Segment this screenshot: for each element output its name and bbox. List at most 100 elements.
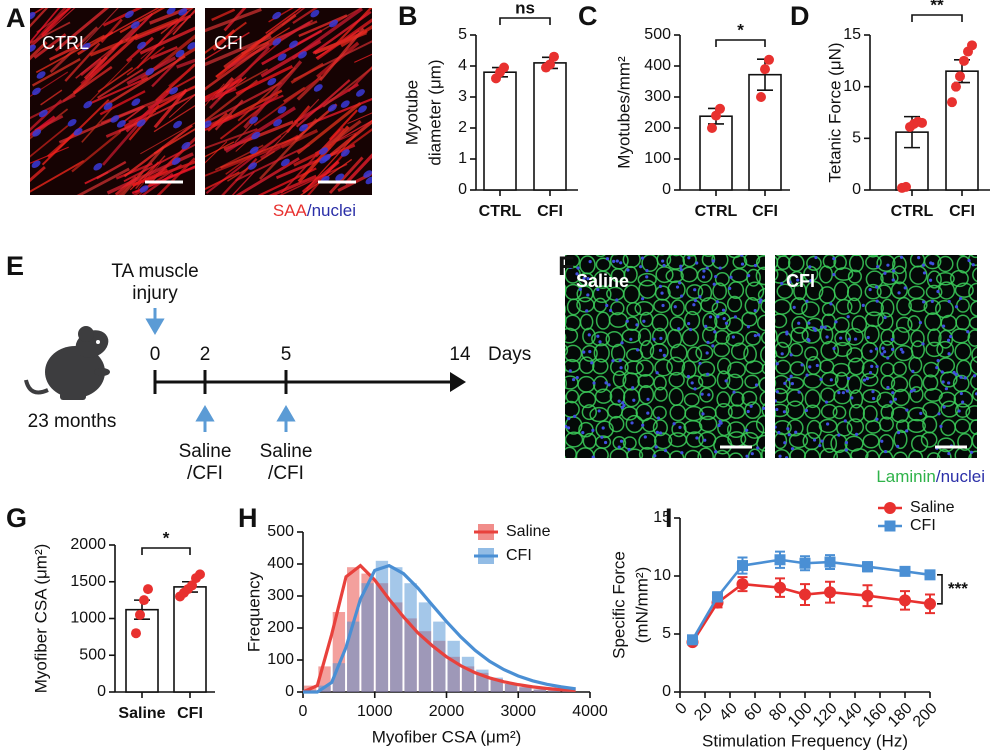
- nucleus: [205, 120, 212, 129]
- nucleus: [889, 400, 893, 404]
- nucleus: [911, 369, 915, 373]
- stain-green: Laminin: [876, 467, 936, 486]
- significance-label: *: [737, 20, 744, 39]
- nucleus: [947, 352, 951, 356]
- fiber: [159, 85, 195, 108]
- y-tick-label: 100: [644, 150, 671, 167]
- fiber: [30, 40, 48, 61]
- fiber-outline: [775, 419, 792, 436]
- nucleus: [855, 432, 859, 437]
- x-tick-label: CTRL: [479, 203, 522, 220]
- nucleus: [800, 363, 804, 367]
- nucleus: [941, 324, 946, 328]
- fiber-outline: [635, 359, 654, 377]
- fiber: [235, 157, 300, 195]
- nucleus: [780, 352, 784, 356]
- fiber-outline: [806, 255, 822, 271]
- nucleus: [837, 391, 841, 395]
- fiber: [265, 98, 320, 155]
- nucleus: [653, 454, 657, 458]
- data-point: [131, 628, 141, 639]
- nucleus: [753, 263, 758, 268]
- nucleus: [706, 340, 710, 344]
- fiber-outline: [637, 327, 652, 347]
- nucleus: [896, 444, 900, 448]
- fiber-outline: [850, 448, 869, 458]
- fiber: [128, 110, 157, 123]
- nucleus: [845, 389, 849, 393]
- nucleus: [905, 408, 909, 412]
- fiber-outline: [668, 450, 685, 458]
- x-tick-label: CTRL: [695, 203, 738, 220]
- nucleus: [829, 378, 833, 382]
- fiber-outline: [654, 358, 673, 377]
- nucleus: [643, 435, 647, 439]
- fiber-outline: [744, 374, 760, 389]
- nucleus: [820, 439, 824, 443]
- fiber: [205, 171, 240, 191]
- nucleus: [890, 337, 894, 342]
- histogram-bar: [375, 560, 389, 692]
- nucleus: [747, 273, 751, 278]
- fiber: [205, 134, 282, 194]
- fiber-outline: [876, 255, 896, 272]
- nucleus: [905, 429, 909, 433]
- data-point: [707, 123, 717, 133]
- fiber-outline: [625, 316, 640, 331]
- fiber-outline: [730, 342, 749, 361]
- y-tick-label: 0: [852, 181, 861, 198]
- significance-bracket: [141, 547, 191, 555]
- nucleus: [942, 405, 946, 409]
- y-tick-label: 0: [97, 683, 106, 700]
- fiber-outline: [953, 390, 974, 408]
- nucleus: [712, 282, 716, 286]
- nucleus: [871, 390, 875, 394]
- fiber-outline: [699, 387, 714, 403]
- nucleus: [679, 268, 683, 272]
- y-tick-label: 5: [662, 625, 671, 642]
- fiber-outline: [714, 272, 730, 287]
- fiber-outline: [835, 298, 853, 315]
- fiber: [114, 175, 138, 195]
- micrograph: [205, 8, 372, 195]
- fiber-outline: [897, 238, 911, 253]
- nucleus: [32, 129, 42, 137]
- x-tick-label: 20: [691, 700, 716, 725]
- fiber: [301, 160, 340, 194]
- stain-red: SAA: [273, 201, 308, 220]
- nucleus: [970, 450, 974, 454]
- nucleus: [922, 300, 926, 304]
- nucleus: [903, 286, 907, 290]
- nucleus: [622, 403, 626, 408]
- x-tick-label: 120: [810, 700, 841, 731]
- nucleus: [777, 430, 781, 435]
- bar: [533, 62, 567, 191]
- y-axis-label: Myotubes/mm²: [614, 56, 633, 169]
- panel-letter: A: [6, 3, 26, 33]
- fiber-outline: [565, 364, 566, 374]
- nucleus: [605, 257, 610, 261]
- histogram-bar: [533, 689, 546, 692]
- nucleus: [629, 337, 633, 341]
- nucleus: [675, 285, 680, 289]
- nucleus: [790, 382, 794, 386]
- nucleus: [280, 158, 290, 167]
- marker: [824, 556, 836, 568]
- fiber-outline: [716, 370, 731, 390]
- histogram-bar: [519, 687, 532, 692]
- fiber-outline: [789, 361, 806, 376]
- x-axis-label: Myofiber CSA (μm²): [372, 727, 522, 746]
- y-tick-label: 4: [458, 57, 467, 74]
- nucleus: [145, 67, 155, 76]
- fiber-outline: [920, 431, 938, 448]
- nucleus: [687, 256, 691, 260]
- y-tick-label: 0: [662, 683, 671, 700]
- fiber-outline: [789, 270, 805, 287]
- y-tick-label: 10: [653, 567, 671, 584]
- fiber-outline: [880, 328, 895, 346]
- nucleus: [329, 19, 338, 28]
- histogram-bar: [390, 567, 403, 692]
- fiber: [30, 125, 69, 158]
- nucleus: [711, 344, 715, 348]
